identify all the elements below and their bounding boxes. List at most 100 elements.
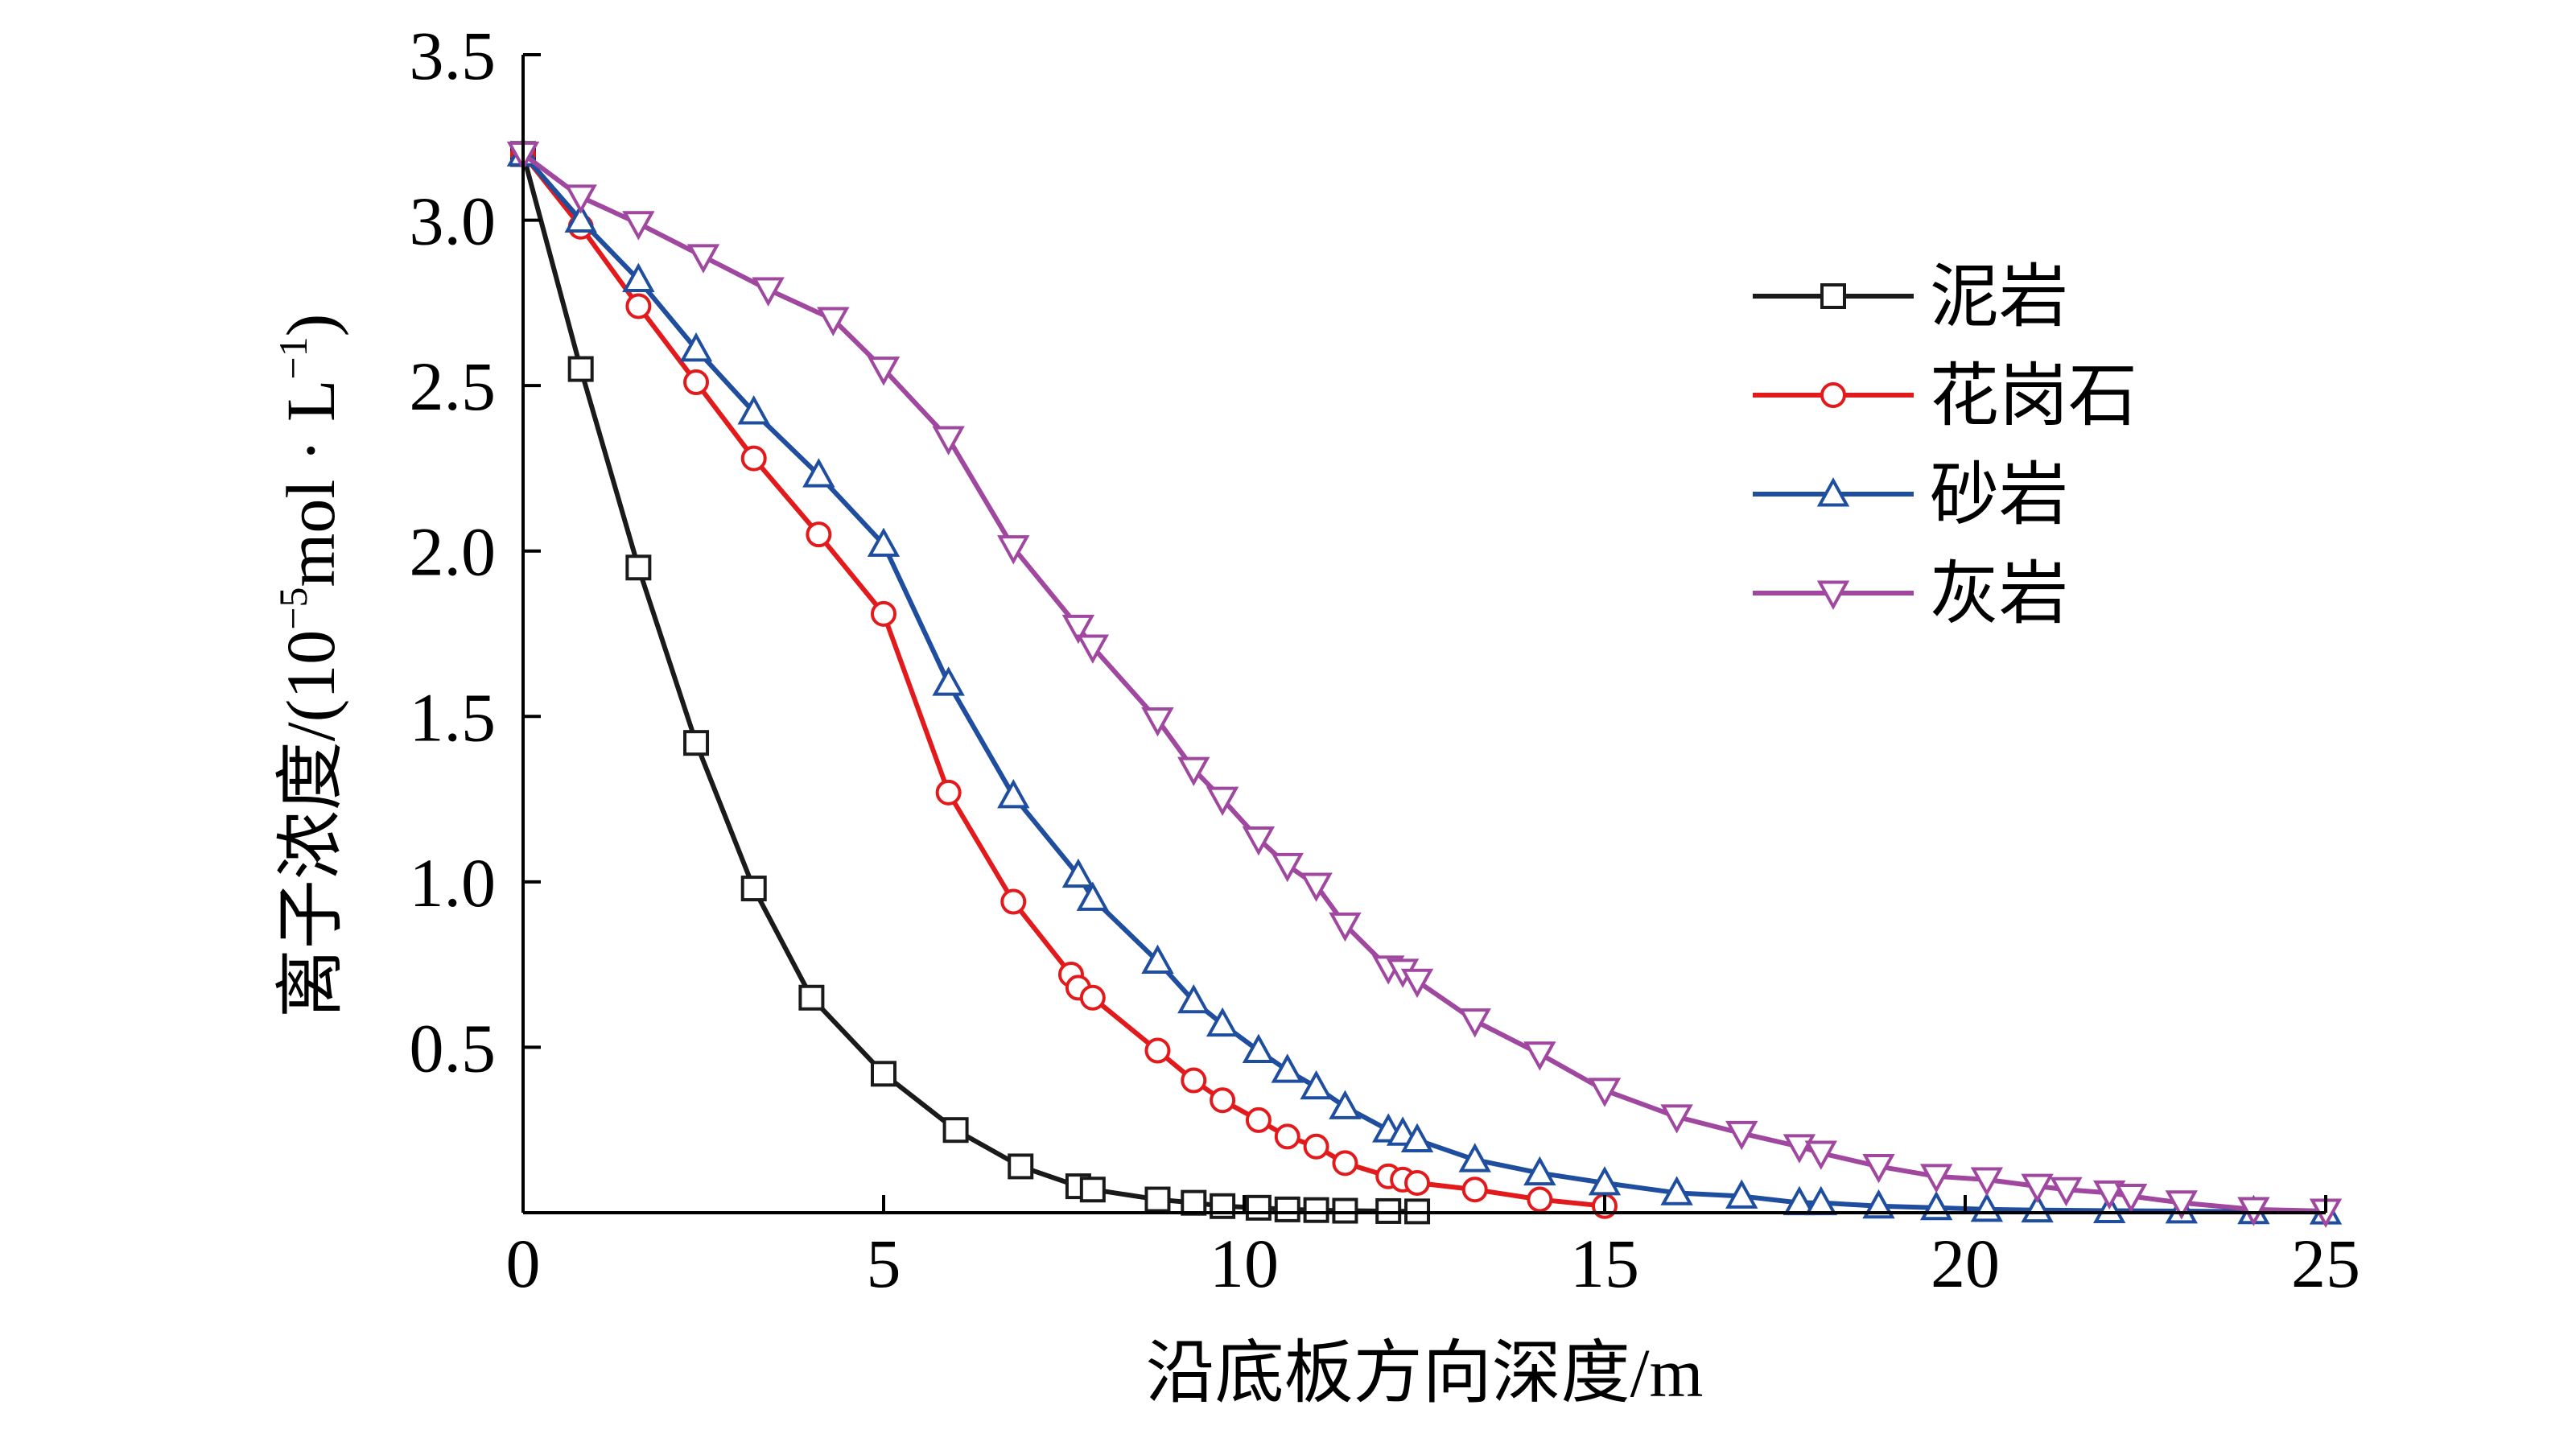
- data-point: [1245, 1194, 1272, 1221]
- data-point: [1206, 786, 1239, 816]
- y-axis-title-suffix: ): [272, 314, 349, 337]
- data-point: [1008, 1153, 1034, 1180]
- y-tick-label: 1.0: [410, 844, 497, 921]
- data-point: [1660, 1104, 1693, 1134]
- data-point: [932, 426, 965, 455]
- data-point: [1862, 1189, 1895, 1219]
- data-point: [935, 779, 962, 806]
- data-point: [2021, 1193, 2054, 1223]
- data-point: [1206, 1007, 1239, 1037]
- data-point: [1588, 1166, 1622, 1196]
- data-point: [1144, 1037, 1171, 1064]
- data-point: [1970, 1167, 2004, 1197]
- x-tick-label: 20: [1931, 1225, 2000, 1302]
- data-point: [625, 554, 652, 581]
- data-point: [1079, 1177, 1106, 1203]
- data-point: [1332, 1197, 1358, 1224]
- data-point: [1523, 1156, 1556, 1186]
- data-point: [867, 356, 901, 386]
- data-point: [1144, 1186, 1171, 1213]
- x-tick-label: 25: [2291, 1225, 2360, 1302]
- data-point: [1725, 1179, 1758, 1209]
- data-point: [1303, 1133, 1329, 1160]
- data-point: [564, 203, 597, 233]
- data-point: [683, 369, 710, 396]
- legend-marker: [1816, 477, 1850, 507]
- data-point: [1181, 1189, 1207, 1216]
- y-axis-title-unit: mol · L: [272, 380, 349, 587]
- data-point: [802, 458, 835, 488]
- data-point: [1274, 1123, 1300, 1150]
- series-layer: [506, 137, 2343, 1228]
- data-point: [798, 984, 825, 1011]
- data-point: [1141, 944, 1174, 974]
- y-axis-title: 离子浓度/(10−5mol · L−1): [270, 314, 349, 1019]
- data-point: [1400, 1123, 1434, 1152]
- legend-item: 花岗石: [1753, 357, 2137, 435]
- data-point: [1458, 1143, 1491, 1172]
- data-point: [567, 356, 594, 382]
- data-point: [1210, 1087, 1236, 1114]
- data-point: [2237, 1197, 2270, 1226]
- x-tick-label: 10: [1210, 1225, 1279, 1302]
- legend-marker: [1820, 382, 1846, 408]
- data-point: [1181, 1067, 1207, 1094]
- data-point: [932, 666, 965, 696]
- data-point: [686, 244, 720, 274]
- data-point: [625, 293, 652, 319]
- data-point: [1660, 1176, 1693, 1205]
- data-point: [867, 527, 901, 557]
- y-tick-label: 3.5: [410, 17, 497, 94]
- data-point: [564, 184, 597, 214]
- data-point: [1177, 983, 1210, 1014]
- data-point: [740, 876, 767, 902]
- data-point: [737, 395, 770, 425]
- data-point: [817, 307, 850, 336]
- x-axis-ticks: 0 5 10 15 20 25: [506, 1195, 2360, 1302]
- data-point: [871, 1061, 896, 1087]
- data-point: [622, 211, 655, 241]
- data-point: [1458, 1008, 1491, 1038]
- y-tick-label: 2.0: [410, 513, 497, 591]
- data-point: [740, 445, 767, 472]
- legend-label: 灰岩: [1930, 555, 2068, 633]
- legend-label: 泥岩: [1930, 258, 2068, 336]
- data-point: [1375, 1197, 1402, 1224]
- data-point: [1079, 984, 1106, 1011]
- data-point: [1141, 707, 1174, 737]
- y-tick-label: 1.5: [410, 678, 497, 756]
- y-tick-label: 2.5: [410, 348, 497, 425]
- data-point: [1274, 1196, 1300, 1222]
- data-point: [1271, 1053, 1304, 1083]
- y-tick-label: 0.5: [410, 1009, 497, 1086]
- data-point: [1329, 912, 1362, 942]
- data-point: [2093, 1180, 2126, 1210]
- data-point: [1523, 1041, 1556, 1071]
- data-point: [1245, 1106, 1272, 1133]
- data-point: [1329, 1090, 1362, 1119]
- x-tick-label: 0: [506, 1225, 541, 1302]
- legend-item: 泥岩: [1753, 258, 2068, 336]
- data-point: [1076, 881, 1110, 911]
- data-point: [752, 277, 785, 307]
- data-point: [1804, 1140, 1837, 1170]
- x-tick-label: 5: [867, 1225, 901, 1302]
- data-point: [622, 262, 655, 293]
- data-point: [2165, 1190, 2198, 1220]
- data-point: [2114, 1184, 2148, 1214]
- data-point: [1271, 852, 1304, 883]
- x-tick-label: 15: [1570, 1225, 1639, 1302]
- data-point: [2021, 1173, 2054, 1204]
- data-point: [806, 521, 832, 548]
- data-point: [1242, 826, 1276, 856]
- data-point: [942, 1117, 969, 1144]
- data-point: [871, 600, 896, 627]
- data-point: [1919, 1164, 1953, 1193]
- y-tick-label: 3.0: [410, 183, 497, 260]
- y-axis-ticks: 0.5 1.0 1.5 2.0 2.5 3.0 3.5: [410, 17, 541, 1086]
- legend-item: 灰岩: [1753, 555, 2068, 633]
- data-point: [1400, 968, 1434, 999]
- legend-marker: [1820, 283, 1846, 309]
